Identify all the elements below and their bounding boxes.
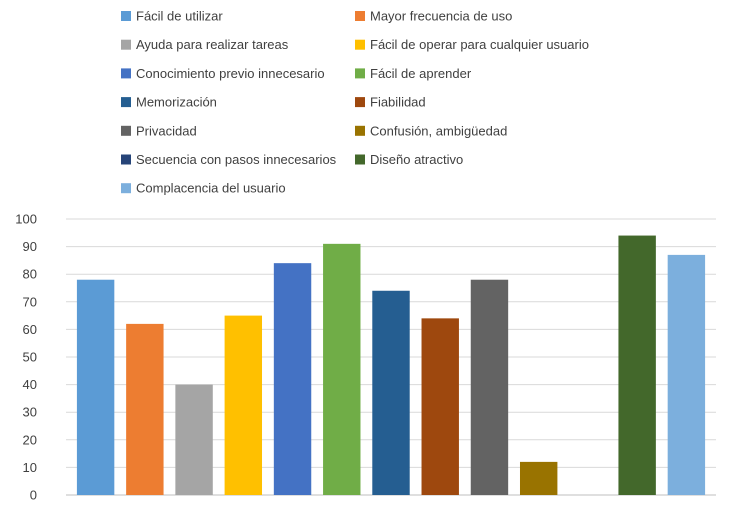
bars <box>76 235 706 495</box>
legend-item: Mayor frecuencia de uso <box>355 9 512 24</box>
legend: Fácil de utilizar Mayor frecuencia de uso… <box>121 9 589 196</box>
legend-swatch <box>121 11 131 21</box>
y-tick-label: 60 <box>23 322 37 337</box>
y-tick-label: 100 <box>15 212 37 227</box>
legend-swatch <box>121 154 131 165</box>
legend-label: Fácil de aprender <box>370 66 472 81</box>
legend-label: Secuencia con pasos innecesarios <box>136 152 337 167</box>
legend-swatch <box>355 97 365 108</box>
legend-label: Conocimiento previo innecesario <box>136 66 325 81</box>
legend-label: Confusión, ambigüedad <box>370 123 507 138</box>
y-axis: 0 10 20 30 40 50 60 70 80 90 100 <box>15 212 716 503</box>
bar <box>421 318 459 495</box>
bar <box>76 279 115 495</box>
legend-item: Fácil de aprender <box>355 66 472 81</box>
legend-label: Complacencia del usuario <box>136 181 286 196</box>
legend-swatch <box>355 11 365 21</box>
y-tick-label: 20 <box>23 432 37 447</box>
y-tick-label: 80 <box>23 267 37 282</box>
legend-item: Fácil de utilizar <box>121 9 223 24</box>
legend-label: Mayor frecuencia de uso <box>370 9 512 24</box>
legend-swatch <box>121 68 131 79</box>
legend-swatch <box>355 68 365 79</box>
legend-item: Memorización <box>121 95 217 110</box>
legend-label: Fácil de operar para cualquier usuario <box>370 37 589 52</box>
legend-swatch <box>121 183 131 194</box>
y-tick-label: 40 <box>23 377 37 392</box>
bar <box>372 290 410 495</box>
legend-item: Complacencia del usuario <box>121 181 286 196</box>
legend-label: Diseño atractivo <box>370 152 463 167</box>
legend-item: Ayuda para realizar tareas <box>121 37 289 52</box>
y-tick-label: 10 <box>23 460 37 475</box>
legend-swatch <box>121 97 131 108</box>
bar <box>273 263 312 495</box>
legend-label: Ayuda para realizar tareas <box>136 37 289 52</box>
legend-label: Fiabilidad <box>370 95 426 110</box>
y-tick-label: 0 <box>30 488 37 501</box>
bar <box>126 323 164 495</box>
legend-item: Fiabilidad <box>355 95 426 110</box>
legend-item: Conocimiento previo innecesario <box>121 66 325 81</box>
bar <box>175 384 213 495</box>
legend-swatch <box>121 39 131 50</box>
legend-label: Privacidad <box>136 123 197 138</box>
legend-swatch <box>121 125 131 136</box>
bar <box>224 315 263 495</box>
bar <box>618 235 656 495</box>
legend-item: Secuencia con pasos innecesarios <box>121 152 337 167</box>
legend-item: Fácil de operar para cualquier usuario <box>355 37 589 52</box>
y-tick-label: 90 <box>23 239 37 254</box>
legend-label: Fácil de utilizar <box>136 9 223 24</box>
bar <box>470 279 509 495</box>
y-tick-label: 30 <box>23 405 37 420</box>
bar <box>667 254 706 495</box>
y-tick-label: 70 <box>23 294 37 309</box>
legend-swatch <box>355 125 365 136</box>
legend-label: Memorización <box>136 95 217 110</box>
y-tick-label: 50 <box>23 350 37 365</box>
legend-item: Diseño atractivo <box>355 152 463 167</box>
legend-swatch <box>355 39 365 50</box>
legend-item: Privacidad <box>121 123 197 138</box>
bar <box>323 243 361 495</box>
bar <box>519 461 558 495</box>
legend-item: Confusión, ambigüedad <box>355 123 507 138</box>
legend-swatch <box>355 154 365 165</box>
